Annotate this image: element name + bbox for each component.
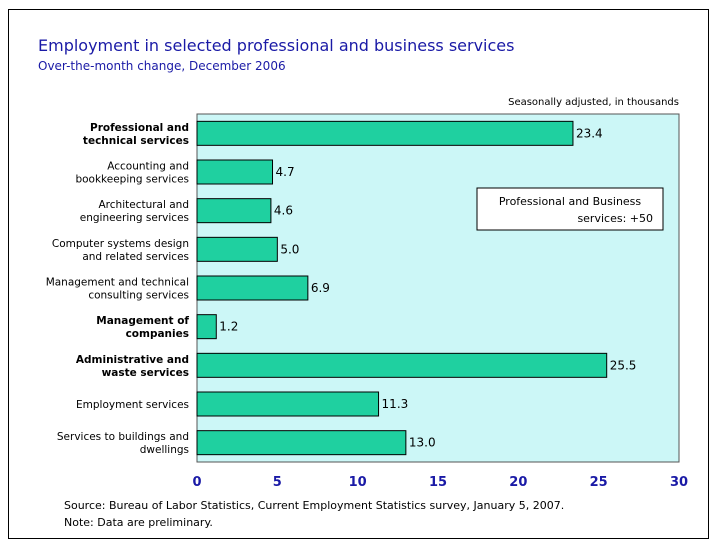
category-label-5-0: Management of <box>96 315 189 327</box>
chart-subtitle: Over-the-month change, December 2006 <box>38 59 286 73</box>
category-label-4-0: Management and technical <box>46 277 189 289</box>
x-tick-label-4: 20 <box>509 475 527 490</box>
bar-2 <box>196 198 272 224</box>
bar-7 <box>196 391 380 417</box>
bar-value-label-4: 6.9 <box>311 281 330 295</box>
annotation-box <box>476 187 664 231</box>
category-label-3-1: and related services <box>82 251 189 263</box>
category-label-0-1: technical services <box>83 135 189 147</box>
x-tick-label-3: 15 <box>429 475 447 490</box>
x-tick-label-5: 25 <box>590 475 608 490</box>
bar-3 <box>196 236 278 262</box>
data-note: Note: Data are preliminary. <box>64 516 213 529</box>
bar-value-label-2: 4.6 <box>274 204 293 218</box>
bar-8 <box>196 430 407 456</box>
category-label-8-1: dwellings <box>140 444 189 456</box>
category-label-2-1: engineering services <box>80 212 189 224</box>
source-note: Source: Bureau of Labor Statistics, Curr… <box>64 499 565 512</box>
bar-0 <box>196 120 574 146</box>
chart-title: Employment in selected professional and … <box>38 36 515 55</box>
bar-value-label-8: 13.0 <box>409 436 436 450</box>
category-label-5-1: companies <box>126 328 189 340</box>
annotation-line-0: Professional and Business <box>499 195 642 208</box>
bar-value-label-6: 25.5 <box>610 358 637 372</box>
category-label-0-0: Professional and <box>90 122 189 134</box>
category-label-6-0: Administrative and <box>76 354 189 366</box>
category-label-1-0: Accounting and <box>107 161 189 173</box>
bar-value-label-0: 23.4 <box>576 126 603 140</box>
category-label-7-0: Employment services <box>76 399 189 411</box>
units-note: Seasonally adjusted, in thousands <box>508 97 679 108</box>
category-label-2-0: Architectural and <box>99 199 190 211</box>
annotation-line-1: services: +50 <box>577 212 653 225</box>
x-tick-label-6: 30 <box>670 475 688 490</box>
bar-value-label-1: 4.7 <box>276 165 295 179</box>
bar-value-label-7: 11.3 <box>382 397 409 411</box>
category-label-4-1: consulting services <box>88 290 189 302</box>
bar-value-label-5: 1.2 <box>219 320 238 334</box>
bar-1 <box>196 159 274 185</box>
bar-6 <box>196 352 608 378</box>
category-label-1-1: bookkeeping services <box>75 174 189 186</box>
x-tick-label-1: 5 <box>273 475 282 490</box>
x-tick-label-2: 10 <box>349 475 367 490</box>
bar-value-label-3: 5.0 <box>280 242 299 256</box>
category-label-8-0: Services to buildings and <box>57 431 189 443</box>
bar-4 <box>196 275 309 301</box>
category-label-6-1: waste services <box>102 367 189 379</box>
category-label-3-0: Computer systems design <box>52 238 189 250</box>
x-tick-label-0: 0 <box>192 475 201 490</box>
bar-5 <box>196 314 217 340</box>
